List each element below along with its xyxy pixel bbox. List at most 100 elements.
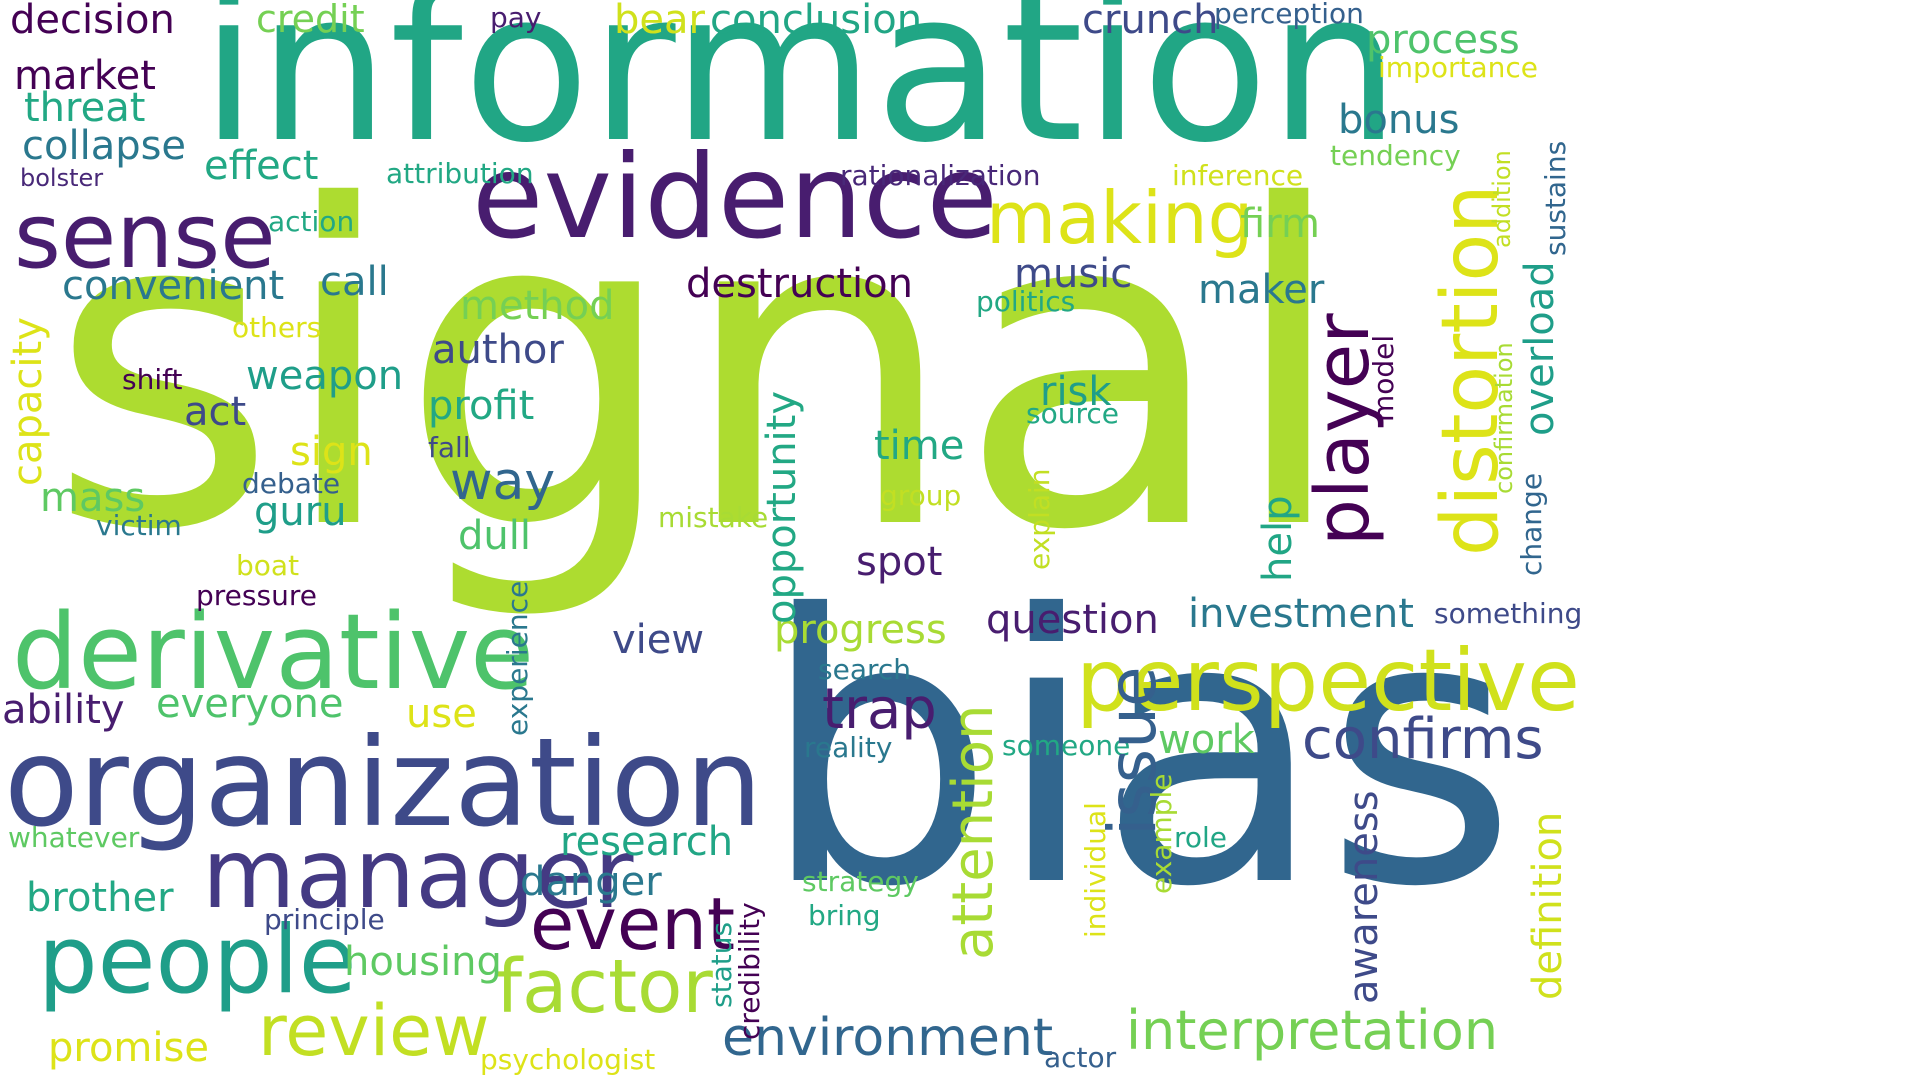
word-importance: importance xyxy=(1378,51,1538,84)
word-information: information xyxy=(200,0,1401,189)
word-actor: actor xyxy=(1044,1041,1117,1074)
word-crunch: crunch xyxy=(1082,0,1219,43)
word-victim: victim xyxy=(96,509,182,542)
word-sense: sense xyxy=(14,184,276,289)
word-overload: overload xyxy=(1517,261,1563,436)
word-addition: addition xyxy=(1488,150,1516,248)
word-action: action xyxy=(268,205,355,238)
word-awareness: awareness xyxy=(1341,790,1387,1004)
word-author: author xyxy=(432,327,564,373)
word-evidence: evidence xyxy=(472,130,998,265)
word-opportunity: opportunity xyxy=(759,390,805,624)
word-bring: bring xyxy=(808,899,881,932)
word-review: review xyxy=(258,990,490,1072)
word-promise: promise xyxy=(48,1025,209,1071)
word-shift: shift xyxy=(122,363,183,396)
word-debate: debate xyxy=(242,467,341,500)
word-change: change xyxy=(1515,472,1548,576)
word-derivative: derivative xyxy=(12,591,535,713)
word-individual: individual xyxy=(1079,802,1112,938)
word-confirms: confirms xyxy=(1302,707,1544,772)
word-making: making xyxy=(986,176,1254,260)
word-everyone: everyone xyxy=(156,681,344,727)
word-risk: risk xyxy=(1040,369,1112,415)
word-guru: guru xyxy=(254,489,347,535)
word-perspective: perspective xyxy=(1076,631,1580,731)
word-inference: inference xyxy=(1172,159,1304,192)
word-bolster: bolster xyxy=(20,164,104,192)
word-model: model xyxy=(1367,334,1400,422)
word-credibility: credibility xyxy=(733,902,766,1040)
word-method: method xyxy=(460,283,615,329)
word-strategy: status xyxy=(705,921,738,1008)
word-interpretation: interpretation xyxy=(1126,999,1499,1062)
word-destruction: destruction xyxy=(686,261,913,307)
word-question: question xyxy=(986,597,1159,643)
word-capacity: capacity xyxy=(5,317,51,486)
word-whatever: whatever xyxy=(8,821,140,854)
word-progress: progress xyxy=(774,607,947,653)
word-danger: danger xyxy=(520,859,662,905)
word-definition: definition xyxy=(1525,811,1571,1000)
word-bias: bias xyxy=(760,538,1518,968)
word-organization: organization xyxy=(4,712,763,854)
word-confirmation: confirmation xyxy=(1490,342,1518,494)
word-work: work xyxy=(1158,717,1255,763)
word-decision: decision xyxy=(10,0,175,43)
word-search: search xyxy=(818,653,912,686)
word-example: example xyxy=(1145,773,1178,894)
word-weapon: weapon xyxy=(246,353,404,399)
word-explain: explain xyxy=(1023,468,1056,570)
word-maker: maker xyxy=(1198,267,1325,313)
word-rationalization: rationalization xyxy=(840,159,1041,192)
word-investment: investment xyxy=(1188,591,1414,637)
word-source: source xyxy=(1026,397,1119,430)
word-pay: pay xyxy=(490,1,542,34)
word-bonus: bonus xyxy=(1338,97,1460,143)
word-someone: someone xyxy=(1002,729,1131,762)
word-manager: manager xyxy=(202,818,634,930)
word-research: research xyxy=(560,819,734,865)
word-environment: environment xyxy=(722,1008,1054,1068)
word-experience: experience xyxy=(501,580,534,736)
word-spot: spot xyxy=(856,539,943,585)
word-use: use xyxy=(406,691,477,737)
word-others: others xyxy=(232,311,322,344)
word-market: market xyxy=(14,53,156,99)
word-profit: profit xyxy=(428,383,535,429)
word-something: something xyxy=(1434,597,1583,630)
word-status: strategy xyxy=(802,865,919,898)
word-view: view xyxy=(612,617,705,663)
word-group: group xyxy=(880,479,962,512)
word-way: way xyxy=(450,452,556,512)
word-principle: principle xyxy=(264,903,385,936)
word-collapse: collapse xyxy=(22,123,187,169)
word-convenient: convenient xyxy=(62,263,285,309)
word-perception: perception xyxy=(1214,0,1364,30)
word-threat: threat xyxy=(24,85,146,131)
word-effect: effect xyxy=(204,143,319,189)
word-housing: housing xyxy=(344,939,502,985)
word-mistake: mistake xyxy=(658,501,769,534)
word-dull: dull xyxy=(458,513,531,559)
word-call: call xyxy=(320,259,389,305)
word-attention: attention xyxy=(941,704,1006,960)
word-factor: factor xyxy=(496,944,713,1030)
word-people: people xyxy=(38,906,357,1015)
word-tendency: tendency xyxy=(1330,139,1461,172)
word-politics: politics xyxy=(976,285,1076,318)
word-role: role xyxy=(1174,821,1228,854)
word-boat: boat xyxy=(236,549,300,582)
word-music: music xyxy=(1014,251,1133,297)
word-trap: trap xyxy=(822,677,937,742)
word-bear: bear xyxy=(614,0,705,43)
word-event: event xyxy=(530,882,736,966)
word-credit: credit xyxy=(256,0,365,41)
word-sustains: sustains xyxy=(1539,140,1572,256)
word-help: help xyxy=(1255,495,1301,582)
word-attribution: attribution xyxy=(386,157,534,190)
word-sign: sign xyxy=(290,429,373,475)
word-ability: ability xyxy=(2,687,125,733)
word-time: time xyxy=(874,423,965,469)
